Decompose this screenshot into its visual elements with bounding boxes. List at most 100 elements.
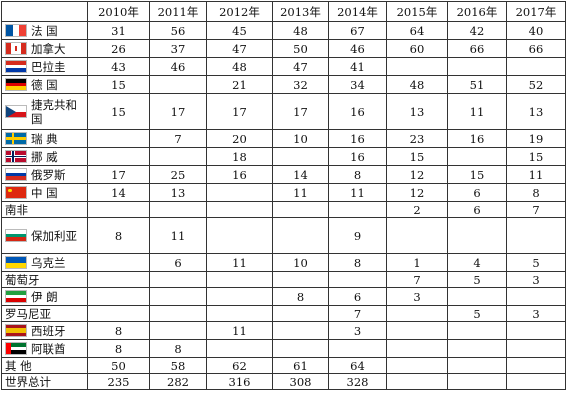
table-row: 巴拉圭 43 46 48 47 41 [1,57,566,76]
russia-flag-icon [5,168,27,181]
value-cell: 16 [328,93,387,130]
value-cell [149,321,207,340]
iran-flag-icon [5,290,27,303]
value-cell: 31 [87,21,150,40]
year-header: 2014年 [328,1,387,22]
value-cell [206,287,273,306]
country-name: 葡萄牙 [5,272,40,287]
value-cell: 4 [447,253,507,272]
country-name: 法 国 [31,23,58,38]
value-cell: 8 [328,165,387,184]
value-cell: 46 [149,57,207,76]
value-cell [149,271,207,288]
value-cell: 67 [328,21,387,40]
value-cell [272,201,329,218]
value-cell: 308 [272,373,329,390]
value-cell [328,201,387,218]
value-cell [447,321,507,340]
value-cell: 41 [328,57,387,76]
value-cell: 11 [447,93,507,130]
value-cell: 66 [506,39,566,58]
value-cell: 17 [87,165,150,184]
value-cell: 11 [206,253,273,272]
value-cell [386,57,448,76]
value-cell: 11 [206,321,273,340]
value-cell: 58 [149,357,207,374]
value-cell: 6 [149,253,207,272]
value-cell [447,57,507,76]
value-cell: 6 [447,183,507,202]
table-row: 南非 2 6 7 [1,201,566,218]
value-cell: 3 [506,305,566,322]
value-cell: 48 [386,75,448,94]
country-name: 中 国 [31,185,58,200]
value-cell [87,201,150,218]
value-cell: 13 [506,93,566,130]
country-cell: 葡萄牙 [1,271,88,288]
value-cell: 11 [328,183,387,202]
value-cell: 21 [206,75,273,94]
value-cell [87,253,150,272]
value-cell: 235 [87,373,150,390]
value-cell: 61 [272,357,329,374]
value-cell [447,217,507,254]
country-cell: 世界总计 [1,373,88,390]
country-cell: 罗马尼亚 [1,305,88,322]
value-cell: 7 [386,271,448,288]
france-flag-icon [5,24,27,37]
value-cell: 51 [447,75,507,94]
value-cell: 18 [206,147,273,166]
value-cell: 316 [206,373,273,390]
country-name: 南非 [5,202,28,217]
value-cell: 14 [87,183,150,202]
country-cell: 南非 [1,201,88,218]
value-cell: 26 [87,39,150,58]
country-name: 德 国 [31,77,58,92]
value-cell: 16 [328,147,387,166]
value-cell: 10 [272,253,329,272]
value-cell [447,357,507,374]
value-cell [206,183,273,202]
value-cell: 10 [272,129,329,148]
table-row: 挪 威 18 16 15 15 [1,147,566,166]
data-table: 2010年 2011年 2012年 2013年 2014年 2015年 2016年 2017年… [1,1,566,390]
value-cell: 17 [206,93,273,130]
country-cell: 挪 威 [1,147,88,166]
value-cell: 50 [272,39,329,58]
value-cell [206,305,273,322]
country-name: 乌克兰 [31,255,66,270]
value-cell: 13 [149,183,207,202]
value-cell [272,271,329,288]
country-cell: 其 他 [1,357,88,374]
value-cell: 6 [447,201,507,218]
value-cell [386,373,448,390]
value-cell: 8 [328,253,387,272]
value-cell [506,287,566,306]
country-name: 罗马尼亚 [5,306,51,321]
value-cell [87,129,150,148]
czech-flag-icon [5,105,27,118]
value-cell: 60 [386,39,448,58]
value-cell: 15 [87,75,150,94]
country-cell: 德 国 [1,75,88,94]
table-row: 捷克共和国 15 17 17 17 16 13 11 13 [1,93,566,130]
year-header: 2011年 [149,1,207,22]
value-cell [386,305,448,322]
value-cell: 11 [506,165,566,184]
value-cell: 8 [87,217,150,254]
country-cell: 法 国 [1,21,88,40]
country-cell: 捷克共和国 [1,93,88,130]
value-cell [506,357,566,374]
value-cell [149,201,207,218]
value-cell: 11 [272,183,329,202]
value-cell: 5 [447,271,507,288]
value-cell: 40 [506,21,566,40]
value-cell: 42 [447,21,507,40]
value-cell: 19 [506,129,566,148]
table-row: 德 国 15 21 32 34 48 51 52 [1,75,566,94]
year-header: 2016年 [447,1,507,22]
value-cell [87,305,150,322]
value-cell: 34 [328,75,387,94]
value-cell [506,373,566,390]
